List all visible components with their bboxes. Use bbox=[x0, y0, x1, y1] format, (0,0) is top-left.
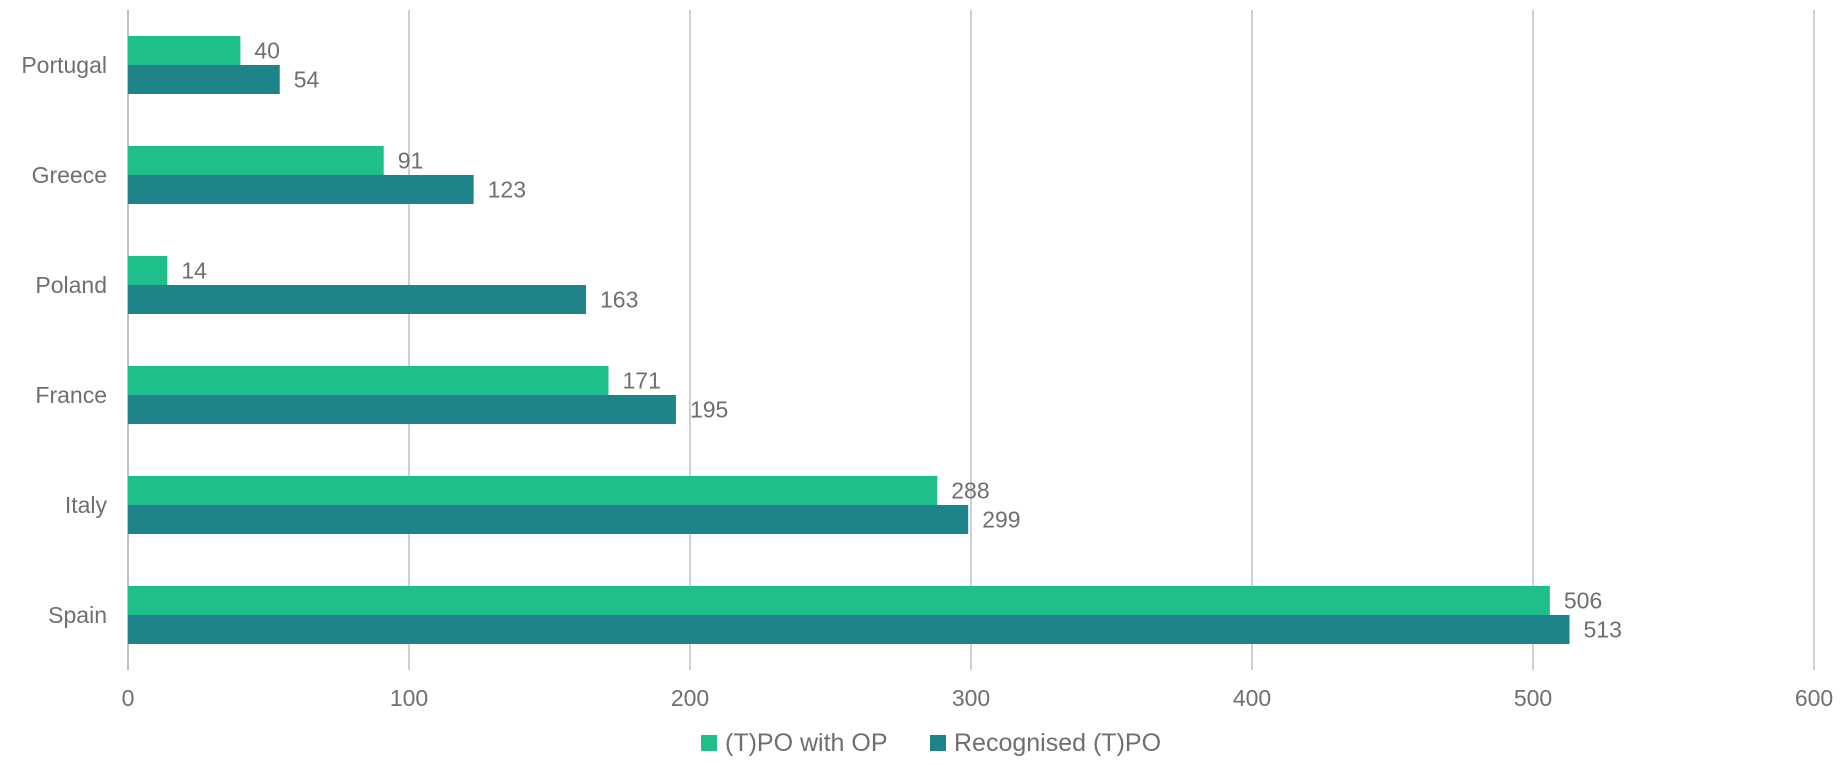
bar bbox=[128, 175, 474, 204]
data-label: 171 bbox=[623, 368, 661, 394]
bar bbox=[128, 65, 280, 94]
data-label: 163 bbox=[600, 287, 638, 313]
data-label: 195 bbox=[690, 397, 728, 423]
category-label: France bbox=[35, 382, 107, 408]
category-label: Portugal bbox=[21, 52, 107, 78]
bar bbox=[128, 586, 1550, 615]
bar bbox=[128, 395, 676, 424]
bar bbox=[128, 615, 1570, 644]
x-tick-label: 0 bbox=[122, 685, 135, 711]
legend-swatch bbox=[701, 735, 717, 751]
x-tick-label: 400 bbox=[1233, 685, 1271, 711]
legend-swatch bbox=[930, 735, 946, 751]
bar bbox=[128, 146, 384, 175]
data-label: 288 bbox=[951, 478, 989, 504]
bar bbox=[128, 256, 168, 285]
category-label: Italy bbox=[65, 492, 108, 518]
data-label: 506 bbox=[1564, 588, 1602, 614]
category-label: Greece bbox=[32, 162, 107, 188]
legend-label: Recognised (T)PO bbox=[954, 729, 1161, 757]
bar bbox=[128, 285, 587, 314]
data-label: 513 bbox=[1584, 617, 1622, 643]
bar bbox=[128, 366, 609, 395]
bar bbox=[128, 36, 241, 65]
labels: Portugal 40 54 Greece 91 123 Poland 14 163 France… bbox=[21, 38, 1622, 643]
data-label: 14 bbox=[181, 258, 207, 284]
data-label: 299 bbox=[982, 507, 1020, 533]
data-label: 40 bbox=[254, 38, 280, 64]
category-label: Spain bbox=[48, 602, 107, 628]
x-tick-label: 600 bbox=[1795, 685, 1833, 711]
bar bbox=[128, 505, 969, 534]
gridlines bbox=[127, 10, 1815, 670]
bars bbox=[128, 36, 1570, 644]
bar bbox=[128, 476, 938, 505]
x-tick-label: 500 bbox=[1514, 685, 1552, 711]
x-tick-label: 100 bbox=[390, 685, 428, 711]
x-tick-label: 200 bbox=[671, 685, 709, 711]
category-label: Poland bbox=[35, 272, 107, 298]
legend-label: (T)PO with OP bbox=[725, 729, 888, 757]
data-label: 123 bbox=[488, 177, 526, 203]
x-tick-label: 300 bbox=[952, 685, 990, 711]
legend: (T)PO with OP Recognised (T)PO bbox=[701, 729, 1161, 757]
axes: 0 100 200 300 400 500 600 bbox=[122, 685, 1834, 711]
data-label: 91 bbox=[398, 148, 424, 174]
data-label: 54 bbox=[294, 67, 320, 93]
